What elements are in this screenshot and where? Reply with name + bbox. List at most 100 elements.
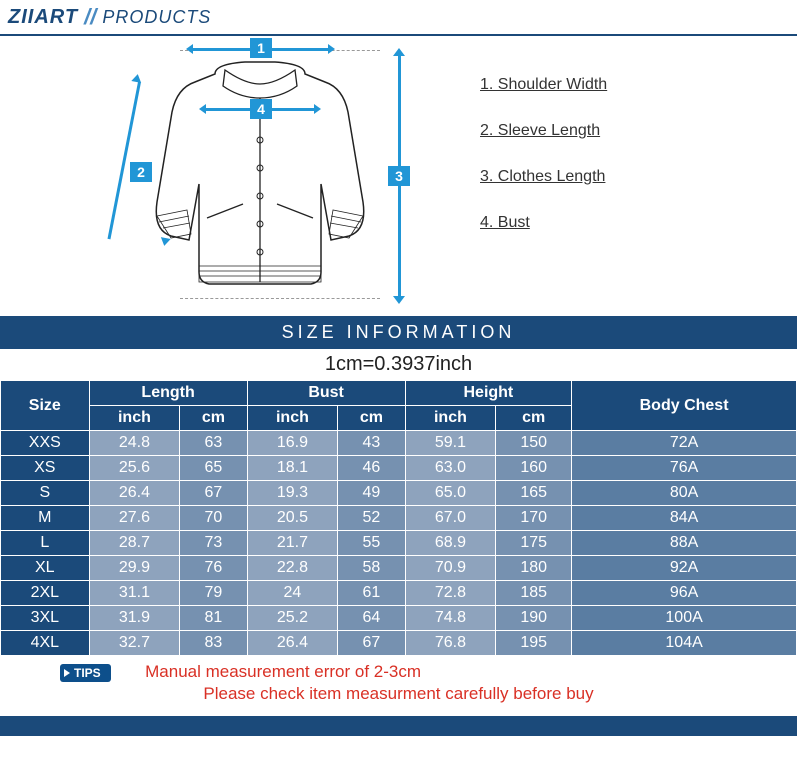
cell-length-cm: 70 [180,506,247,531]
cell-bust-in: 18.1 [247,456,338,481]
th-size: Size [1,381,90,431]
cell-bust-cm: 52 [338,506,405,531]
cell-height-cm: 175 [496,531,572,556]
cell-length-in: 31.1 [89,581,180,606]
cell-bodychest: 80A [572,481,797,506]
jacket-diagram: 1 2 3 4 [100,46,420,306]
cell-height-in: 67.0 [405,506,496,531]
cell-bodychest: 88A [572,531,797,556]
cell-size: XXS [1,431,90,456]
th-height: Height [405,381,572,406]
tips-badge: TIPS [60,664,111,682]
size-table: Size Length Bust Height Body Chest inch … [0,380,797,656]
cell-bust-cm: 61 [338,581,405,606]
cell-length-cm: 73 [180,531,247,556]
cell-height-cm: 160 [496,456,572,481]
products-text: PRODUCTS [102,7,211,28]
header: ZIIART // PRODUCTS [0,0,797,36]
cell-bust-cm: 49 [338,481,405,506]
cell-length-cm: 67 [180,481,247,506]
diagram-section: 1 2 3 4 1. Shoulder Width 2. Sleeve Leng… [0,36,797,316]
cell-bodychest: 96A [572,581,797,606]
bottom-bar [0,716,797,736]
legend-shoulder: 1. Shoulder Width [480,76,607,94]
cell-length-cm: 65 [180,456,247,481]
cell-bust-cm: 64 [338,606,405,631]
cell-size: XL [1,556,90,581]
badge-2: 2 [130,162,152,182]
th-length: Length [89,381,247,406]
table-row: M27.67020.55267.017084A [1,506,797,531]
cell-height-cm: 195 [496,631,572,656]
cell-length-cm: 63 [180,431,247,456]
cell-bodychest: 92A [572,556,797,581]
th-height-cm: cm [496,406,572,431]
cell-length-in: 27.6 [89,506,180,531]
conversion-text: 1cm=0.3937inch [0,349,797,380]
cell-height-in: 70.9 [405,556,496,581]
cell-length-cm: 76 [180,556,247,581]
legend-sleeve: 2. Sleeve Length [480,122,607,140]
tips-row: TIPS Manual measurement error of 2-3cm [0,656,797,682]
badge-4: 4 [250,99,272,119]
cell-bodychest: 72A [572,431,797,456]
cell-height-cm: 180 [496,556,572,581]
cell-size: S [1,481,90,506]
cell-bodychest: 104A [572,631,797,656]
cell-height-in: 74.8 [405,606,496,631]
cell-height-in: 63.0 [405,456,496,481]
cell-bodychest: 84A [572,506,797,531]
table-row: 3XL31.98125.26474.8190100A [1,606,797,631]
size-info-title: SIZE INFORMATION [0,316,797,349]
cell-height-cm: 165 [496,481,572,506]
th-bust-in: inch [247,406,338,431]
table-row: 4XL32.78326.46776.8195104A [1,631,797,656]
cell-length-in: 32.7 [89,631,180,656]
legend: 1. Shoulder Width 2. Sleeve Length 3. Cl… [480,46,607,260]
cell-height-in: 59.1 [405,431,496,456]
cell-bust-in: 16.9 [247,431,338,456]
cell-bust-cm: 58 [338,556,405,581]
cell-bust-in: 25.2 [247,606,338,631]
cell-length-cm: 83 [180,631,247,656]
cell-bodychest: 76A [572,456,797,481]
cell-bust-in: 22.8 [247,556,338,581]
cell-size: 2XL [1,581,90,606]
cell-bust-in: 19.3 [247,481,338,506]
cell-bust-in: 26.4 [247,631,338,656]
warning-line-2: Please check item measurment carefully b… [0,682,797,716]
cell-height-in: 76.8 [405,631,496,656]
cell-length-in: 28.7 [89,531,180,556]
table-row: 2XL31.179246172.818596A [1,581,797,606]
cell-size: 4XL [1,631,90,656]
th-bodychest: Body Chest [572,381,797,431]
legend-clothes: 3. Clothes Length [480,168,607,186]
cell-length-in: 26.4 [89,481,180,506]
cell-size: XS [1,456,90,481]
th-bust: Bust [247,381,405,406]
cell-height-cm: 185 [496,581,572,606]
legend-bust: 4. Bust [480,214,607,232]
cell-height-in: 72.8 [405,581,496,606]
cell-bust-in: 24 [247,581,338,606]
th-bust-cm: cm [338,406,405,431]
cell-height-cm: 190 [496,606,572,631]
cell-bodychest: 100A [572,606,797,631]
cell-size: 3XL [1,606,90,631]
cell-bust-cm: 43 [338,431,405,456]
cell-height-cm: 150 [496,431,572,456]
brand-text: ZIIART [8,6,78,29]
cell-bust-cm: 46 [338,456,405,481]
badge-1: 1 [250,38,272,58]
cell-bust-cm: 55 [338,531,405,556]
separator: // [84,4,96,30]
cell-height-in: 68.9 [405,531,496,556]
table-row: XXS24.86316.94359.115072A [1,431,797,456]
jacket-icon [145,56,375,296]
cell-length-cm: 81 [180,606,247,631]
cell-size: L [1,531,90,556]
cell-length-cm: 79 [180,581,247,606]
th-length-in: inch [89,406,180,431]
cell-length-in: 25.6 [89,456,180,481]
cell-bust-cm: 67 [338,631,405,656]
